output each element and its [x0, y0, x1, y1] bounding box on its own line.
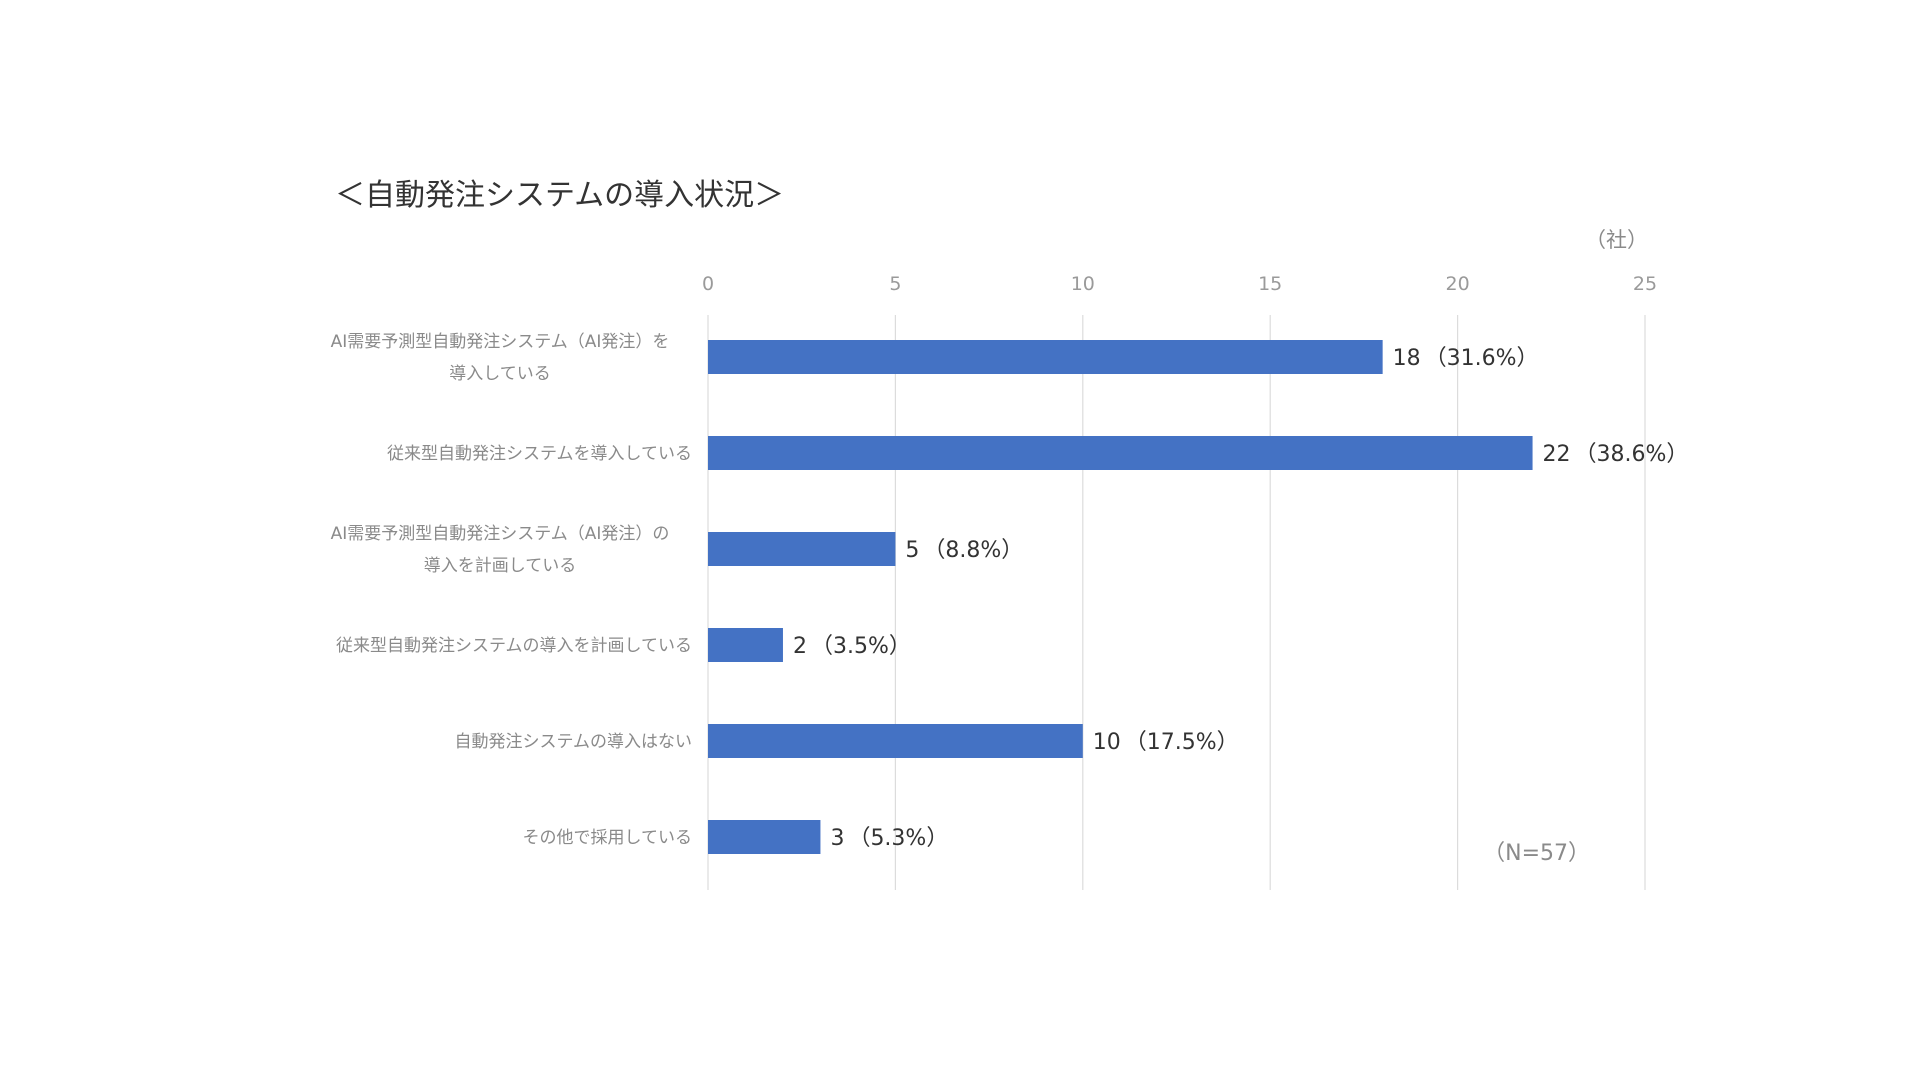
category-label-3: AI需要予測型自動発注システム（AI発注）の導入を計画している	[331, 524, 670, 576]
category-label-1: AI需要予測型自動発注システム（AI発注）を導入している	[331, 332, 670, 384]
data-label-value: 18	[1393, 346, 1421, 371]
data-label-1: 18 （31.6%）	[1393, 346, 1539, 371]
x-tick-label-20: 20	[1446, 273, 1470, 295]
category-label-line: 導入を計画している	[424, 556, 577, 576]
x-tick-label-10: 10	[1071, 273, 1095, 295]
bar-6	[708, 820, 821, 854]
x-tick-label-0: 0	[702, 273, 714, 295]
category-label-6: その他で採用している	[523, 828, 693, 848]
bar-3	[708, 532, 896, 566]
category-label-line: AI需要予測型自動発注システム（AI発注）の	[331, 524, 670, 544]
category-label-line: AI需要予測型自動発注システム（AI発注）を	[331, 332, 670, 352]
data-label-value: 22	[1543, 442, 1571, 467]
category-label-5: 自動発注システムの導入はない	[455, 732, 693, 752]
x-tick-label-5: 5	[889, 273, 901, 295]
data-labels: 18 （31.6%） 22 （38.6%） 5 （8.8%） 2 （3.5%） 10 （17.5%…	[793, 346, 1688, 851]
data-label-5: 10 （17.5%）	[1093, 730, 1239, 755]
bar-1	[708, 340, 1383, 374]
gridlines	[707, 315, 1646, 890]
sample-size-note: （N=57）	[1483, 841, 1590, 866]
category-label-4: 従来型自動発注システムの導入を計画している	[336, 636, 692, 656]
bars	[708, 340, 1533, 854]
bar-2	[708, 436, 1533, 470]
x-axis-ticks: 0 5 10 15 20 25	[702, 273, 1657, 295]
data-label-percentage: （17.5%）	[1125, 730, 1239, 755]
category-labels: AI需要予測型自動発注システム（AI発注）を導入している従来型自動発注システムを…	[331, 332, 692, 848]
data-label-value: 2	[793, 634, 807, 659]
data-label-3: 5 （8.8%）	[905, 538, 1023, 563]
data-label-6: 3 （5.3%）	[830, 826, 948, 851]
category-label-2: 従来型自動発注システムを導入している	[387, 444, 692, 464]
data-label-4: 2 （3.5%）	[793, 634, 911, 659]
category-label-line: 導入している	[449, 364, 551, 384]
data-label-percentage: （31.6%）	[1425, 346, 1539, 371]
data-label-percentage: （3.5%）	[811, 634, 911, 659]
x-tick-label-15: 15	[1258, 273, 1282, 295]
data-label-percentage: （5.3%）	[848, 826, 948, 851]
chart-title: ＜自動発注システムの導入状況＞	[335, 178, 784, 213]
data-label-value: 5	[905, 538, 919, 563]
data-label-value: 3	[830, 826, 844, 851]
bar-5	[708, 724, 1083, 758]
data-label-value: 10	[1093, 730, 1121, 755]
data-label-2: 22 （38.6%）	[1543, 442, 1689, 467]
data-label-percentage: （8.8%）	[923, 538, 1023, 563]
bar-4	[708, 628, 783, 662]
data-label-percentage: （38.6%）	[1575, 442, 1689, 467]
unit-label: （社）	[1585, 228, 1648, 252]
x-tick-label-25: 25	[1633, 273, 1657, 295]
